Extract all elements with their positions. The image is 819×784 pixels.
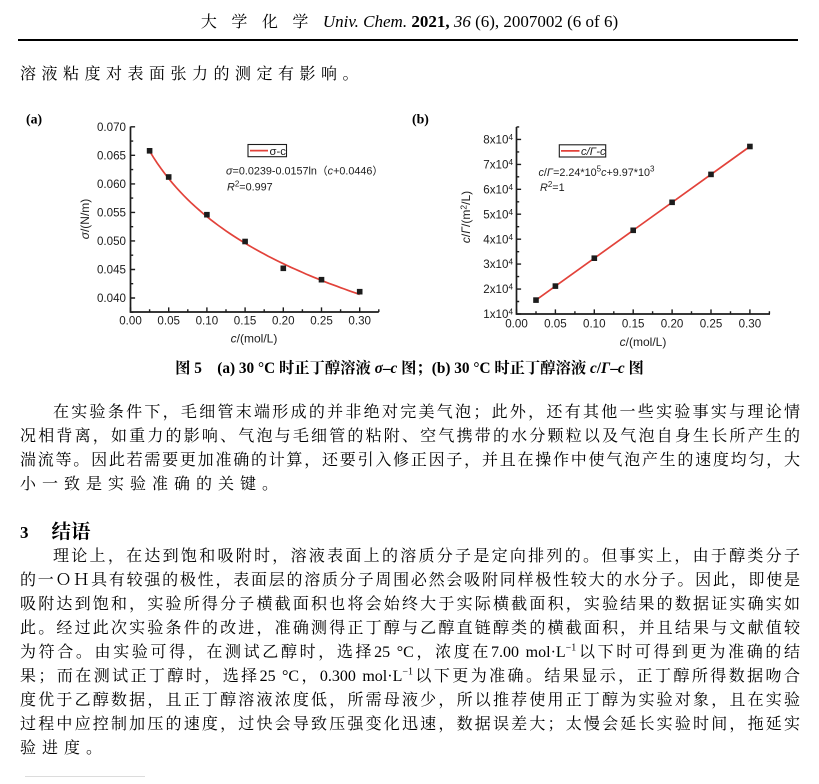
svg-text:0.30: 0.30 — [739, 317, 762, 330]
svg-text:8x104: 8x104 — [483, 133, 513, 147]
svg-text:0.070: 0.070 — [97, 121, 126, 134]
svg-text:0.045: 0.045 — [97, 264, 126, 277]
svg-text:0.050: 0.050 — [97, 235, 126, 248]
svg-text:(a): (a) — [26, 111, 42, 127]
svg-text:1x104: 1x104 — [483, 308, 513, 322]
svg-text:0.040: 0.040 — [97, 292, 126, 305]
svg-text:(b): (b) — [412, 111, 429, 127]
svg-text:2x104: 2x104 — [483, 283, 513, 297]
svg-text:0.10: 0.10 — [583, 317, 606, 330]
svg-text:0.20: 0.20 — [661, 317, 684, 330]
svg-text:0.20: 0.20 — [272, 315, 295, 328]
svg-text:0.05: 0.05 — [157, 315, 180, 328]
svg-text:c/Γ=2.24*105c+9.97*103: c/Γ=2.24*105c+9.97*103 — [539, 165, 656, 180]
svg-text:c/(mol/L): c/(mol/L) — [620, 335, 667, 349]
svg-text:c/Γ/(m2/L): c/Γ/(m2/L) — [459, 191, 474, 243]
svg-text:R2=1: R2=1 — [540, 180, 565, 194]
svg-text:0.15: 0.15 — [234, 315, 257, 328]
svg-text:σ-c: σ-c — [270, 146, 287, 158]
svg-text:0.25: 0.25 — [700, 317, 723, 330]
svg-text:σ=0.0239-0.0157ln（c+0.0446）: σ=0.0239-0.0157ln（c+0.0446） — [226, 164, 383, 177]
svg-text:0.00: 0.00 — [119, 315, 142, 328]
svg-text:0.055: 0.055 — [97, 207, 126, 220]
svg-text:0.25: 0.25 — [310, 315, 333, 328]
svg-text:0.05: 0.05 — [544, 317, 567, 330]
svg-text:3x104: 3x104 — [483, 258, 513, 272]
svg-text:0.15: 0.15 — [622, 317, 645, 330]
svg-text:0.065: 0.065 — [97, 149, 126, 162]
svg-text:R2=0.997: R2=0.997 — [227, 180, 273, 194]
svg-text:0.30: 0.30 — [348, 315, 371, 328]
svg-text:σ/(N/m): σ/(N/m) — [78, 199, 92, 240]
svg-text:0.060: 0.060 — [97, 178, 126, 191]
svg-text:6x104: 6x104 — [483, 183, 513, 197]
svg-text:c/Γ-c: c/Γ-c — [581, 146, 606, 158]
svg-text:4x104: 4x104 — [483, 233, 513, 247]
svg-text:5x104: 5x104 — [483, 208, 513, 222]
svg-text:0.10: 0.10 — [196, 315, 219, 328]
svg-text:7x104: 7x104 — [483, 158, 513, 172]
svg-text:c/(mol/L): c/(mol/L) — [231, 332, 278, 346]
svg-text:0.00: 0.00 — [505, 317, 528, 330]
